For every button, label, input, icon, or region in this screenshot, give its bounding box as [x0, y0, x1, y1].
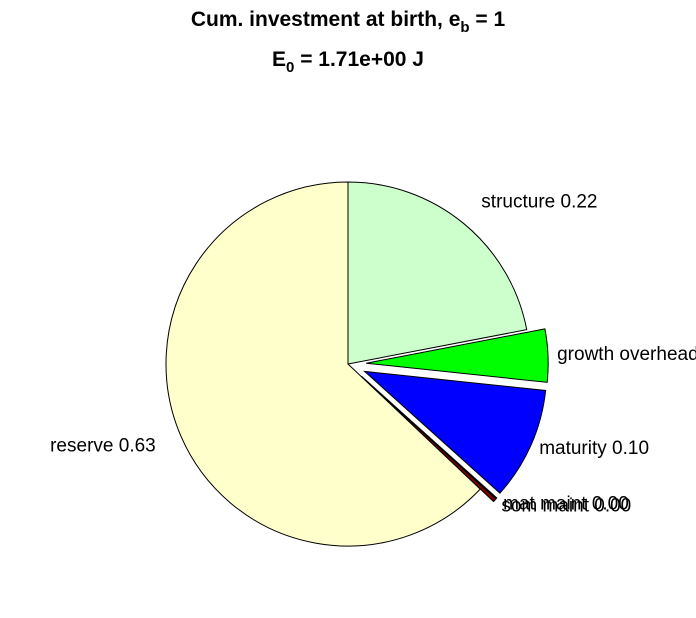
- chart-subtitle: E0 = 1.71e+00 J: [272, 48, 424, 76]
- title-rest: = 1: [470, 8, 506, 31]
- title-main: Cum. investment at birth, e: [191, 8, 461, 31]
- slice-label: growth overhead 0.05: [557, 344, 696, 365]
- slice-label: maturity 0.10: [539, 438, 649, 459]
- pie-slice: [165, 181, 481, 547]
- title-sub: b: [460, 19, 469, 36]
- pie-slice: [363, 370, 547, 494]
- slice-name: growth overhead: [557, 344, 696, 365]
- slice-name: reserve: [50, 436, 113, 457]
- slice-name: structure: [481, 192, 555, 213]
- pie-slice: [347, 181, 528, 365]
- slice-name: som maint: [501, 495, 589, 516]
- subtitle-main: E: [272, 48, 286, 71]
- slice-value: 0.22: [561, 192, 598, 213]
- slice-value: 0.00: [592, 494, 629, 515]
- pie-slice: [366, 328, 549, 383]
- slice-label: som maint 0.00: [501, 495, 631, 516]
- slice-name: maturity: [539, 438, 607, 459]
- slice-label: structure 0.22: [481, 192, 597, 213]
- pie-slice: [360, 376, 497, 503]
- subtitle-sub: 0: [286, 59, 294, 76]
- subtitle-rest: = 1.71e+00 J: [294, 48, 424, 71]
- slice-value: 0.10: [612, 438, 649, 459]
- slice-name: mat maint: [503, 494, 587, 515]
- chart-title: Cum. investment at birth, eb = 1: [191, 8, 506, 36]
- slice-label: reserve 0.63: [50, 436, 156, 457]
- slice-value: 0.00: [594, 495, 631, 516]
- slice-value: 0.63: [119, 436, 156, 457]
- slice-label: mat maint 0.00: [503, 494, 629, 515]
